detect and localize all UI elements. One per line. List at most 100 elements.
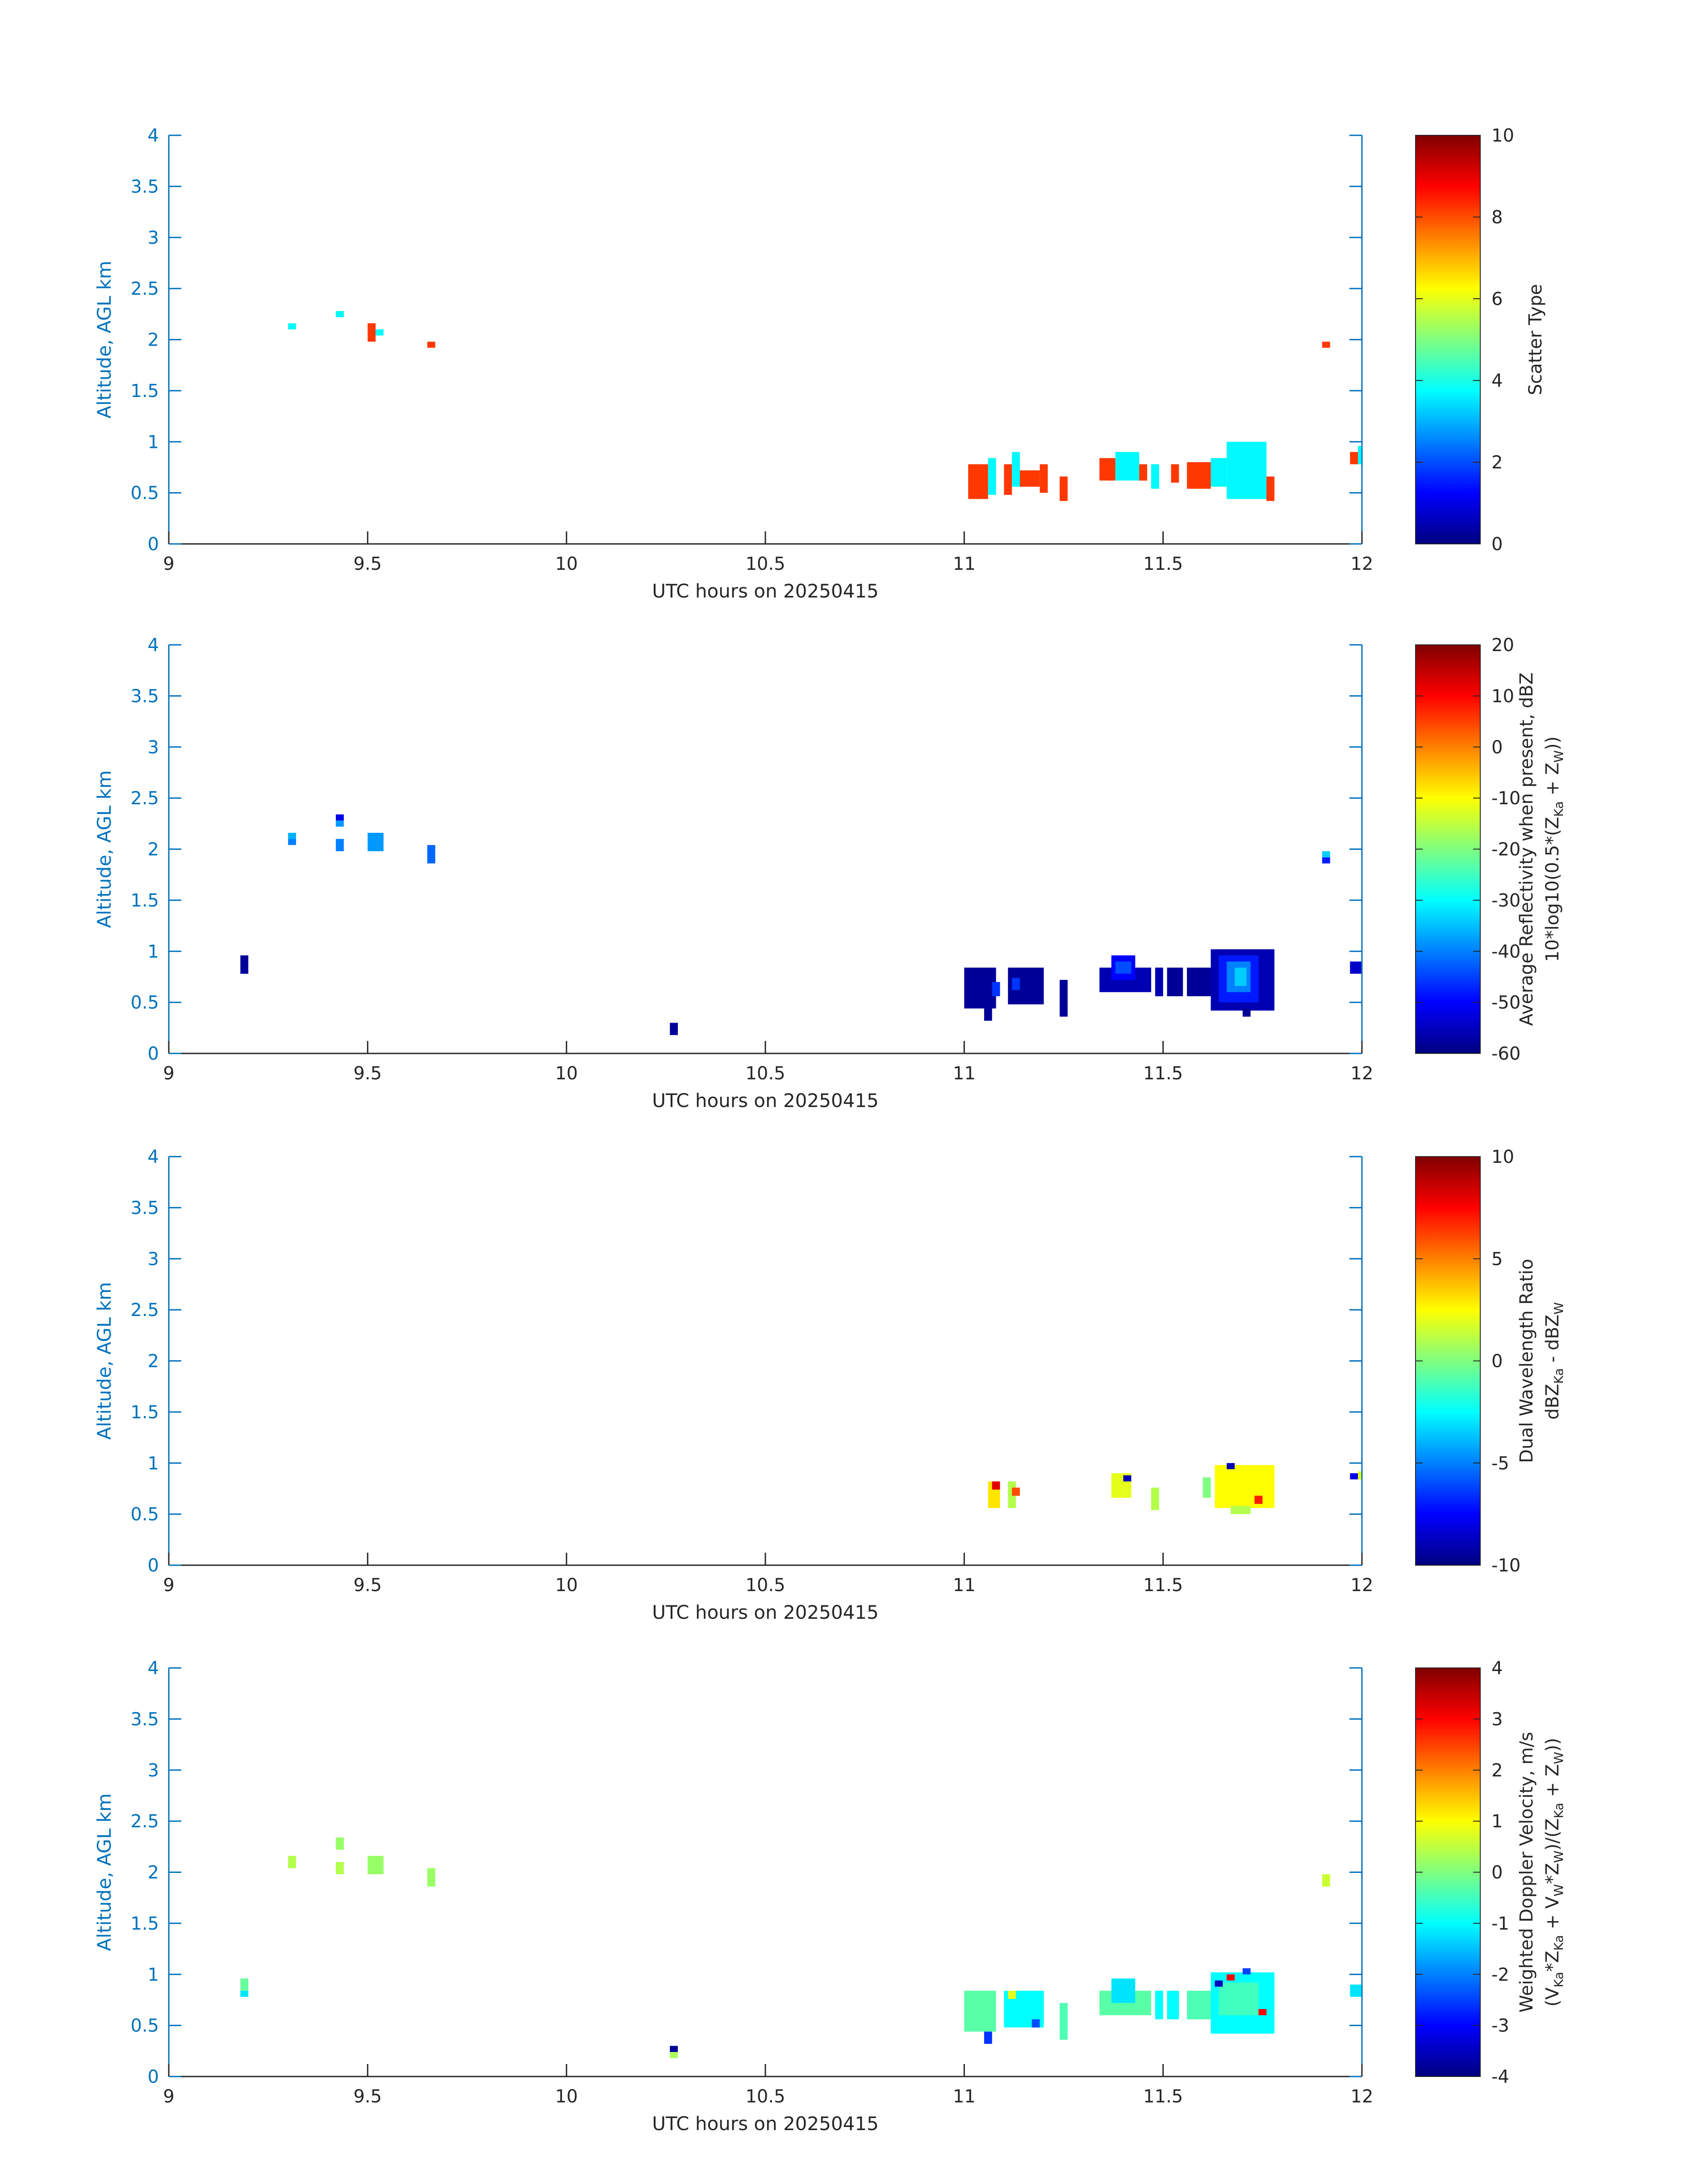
- heatmap-cell: [427, 342, 435, 348]
- y-tick-label: 2: [148, 840, 159, 860]
- y-tick-label: 0.5: [130, 993, 159, 1013]
- x-tick-label: 11.5: [1143, 2086, 1183, 2107]
- y-tick-label: 4: [148, 1147, 159, 1167]
- heatmap-cell: [1012, 1488, 1020, 1496]
- heatmap-cell: [288, 832, 296, 839]
- y-axis-label: Altitude, AGL km: [93, 1793, 115, 1951]
- heatmap-cell: [964, 1990, 996, 2032]
- x-tick-label: 9.5: [354, 1575, 382, 1596]
- colorbar-gradient: [1415, 644, 1481, 1054]
- colorbar-label-subscript: W: [1551, 1752, 1566, 1764]
- y-tick-label: 4: [148, 125, 159, 146]
- y-tick-label: 0.5: [130, 483, 159, 504]
- x-tick-label: 9: [163, 554, 174, 574]
- x-tick-label: 9: [163, 2086, 174, 2107]
- colorbar-label-line: Scatter Type: [1525, 284, 1546, 395]
- heatmap-cell: [1167, 967, 1183, 996]
- colorbar-tick-label: 0: [1491, 737, 1503, 758]
- heatmap-cell: [1187, 967, 1215, 996]
- heatmap-cell: [1242, 1008, 1251, 1017]
- heatmap-cell: [670, 2052, 678, 2058]
- y-tick-label: 1: [148, 941, 159, 962]
- x-tick-label: 10.5: [745, 1063, 785, 1084]
- heatmap-cell: [1227, 1974, 1235, 1981]
- colorbar-label-subscript: Ka: [1551, 1803, 1566, 1818]
- colorbar-tick-label: -10: [1491, 788, 1520, 809]
- heatmap-cell: [1123, 1475, 1132, 1482]
- heatmap-cell: [1266, 476, 1274, 501]
- colorbar-label-subscript: Ka: [1551, 1935, 1566, 1951]
- heatmap-cell: [1111, 1978, 1136, 2003]
- colorbar-label-text: Dual Wavelength Ratio: [1516, 1259, 1537, 1463]
- x-axis-label: UTC hours on 20250415: [652, 580, 879, 602]
- colorbar-tick-label: -60: [1491, 1044, 1520, 1064]
- colorbar-label-text: Scatter Type: [1525, 284, 1546, 395]
- y-axis-label: Altitude, AGL km: [93, 770, 115, 928]
- x-tick-label: 9: [163, 1063, 174, 1084]
- colorbar-gradient: [1415, 1156, 1481, 1566]
- heatmap-cell: [1155, 967, 1163, 996]
- y-tick-label: 3.5: [130, 1709, 159, 1730]
- x-tick-label: 11.5: [1143, 554, 1183, 574]
- colorbar-tick-label: 10: [1491, 125, 1514, 146]
- y-tick-label: 4: [148, 635, 159, 656]
- colorbar-label-text: + V: [1542, 1896, 1563, 1935]
- colorbar-tick-label: 10: [1491, 686, 1514, 706]
- colorbar-label-text: dBZ: [1542, 1384, 1563, 1420]
- heatmap-cell: [1231, 1506, 1251, 1514]
- heatmap-cell: [1227, 1463, 1235, 1469]
- x-tick-label: 9.5: [354, 2086, 382, 2107]
- y-tick-label: 2.5: [130, 279, 159, 299]
- colorbar-tick-label: 1: [1491, 1811, 1503, 1832]
- heatmap-cell: [1242, 1968, 1251, 1975]
- colorbar: -10 -5 0 5 10 Dual Wavelength Ratio dBZKa - dB…: [1415, 1147, 1566, 1576]
- colorbar-tick-label: 4: [1491, 371, 1503, 391]
- x-tick-label: 9: [163, 1575, 174, 1596]
- heatmap-cell: [336, 820, 344, 827]
- x-tick-label: 9.5: [354, 1063, 382, 1084]
- heatmap-cell: [1322, 342, 1330, 348]
- heatmap-cell: [1004, 464, 1012, 495]
- heatmap-cell: [1350, 1473, 1358, 1479]
- heatmap-cell: [1099, 458, 1115, 481]
- colorbar-label-line: dBZKa - dBZW: [1542, 1302, 1566, 1420]
- heatmap-cell: [1115, 961, 1132, 974]
- colorbar-tick-label: -1: [1491, 1914, 1509, 1934]
- colorbar-tick-label: 0: [1491, 1863, 1503, 1883]
- heatmap-cells: [240, 814, 1362, 1035]
- heatmap-cell: [992, 1481, 1000, 1490]
- colorbar-label-subscript: Ka: [1551, 801, 1566, 817]
- heatmap-cell: [1151, 1488, 1159, 1510]
- y-tick-label: 0: [148, 1044, 159, 1064]
- colorbar-tick-label: -2: [1491, 1964, 1509, 1985]
- heatmap-cell: [288, 323, 296, 330]
- y-tick-label: 4: [148, 1658, 159, 1679]
- x-tick-label: 10.5: [745, 554, 785, 574]
- x-tick-label: 10: [555, 554, 578, 574]
- heatmap-cell: [288, 839, 296, 845]
- y-tick-label: 1.5: [130, 890, 159, 911]
- heatmap-cell: [336, 1862, 344, 1874]
- colorbar-label-line: Weighted Doppler Velocity, m/s: [1516, 1732, 1537, 2013]
- y-axis-label: Altitude, AGL km: [93, 261, 115, 418]
- y-tick-label: 3: [148, 737, 159, 758]
- colorbar-gradient: [1415, 1667, 1481, 2077]
- y-tick-label: 2: [148, 1351, 159, 1372]
- y-tick-label: 0.5: [130, 2016, 159, 2036]
- heatmap-cell: [1203, 1477, 1211, 1498]
- x-tick-label: 10: [555, 2086, 578, 2107]
- heatmap-cell: [1254, 1496, 1263, 1504]
- heatmap-cell: [1350, 961, 1362, 974]
- colorbar-label-text: Average Reflectivity when present, dBZ: [1516, 673, 1537, 1026]
- colorbar-gradient: [1415, 135, 1481, 544]
- heatmap-cell: [992, 982, 1000, 996]
- colorbar-tick-label: 4: [1491, 1658, 1503, 1679]
- heatmap-cell: [336, 1837, 344, 1850]
- x-tick-label: 11.5: [1143, 1575, 1183, 1596]
- heatmap-cell: [1235, 967, 1247, 986]
- x-tick-label: 11: [953, 554, 976, 574]
- heatmap-cell: [984, 1002, 992, 1021]
- colorbar-label-text: 10*log10(0.5*(Z: [1542, 817, 1563, 962]
